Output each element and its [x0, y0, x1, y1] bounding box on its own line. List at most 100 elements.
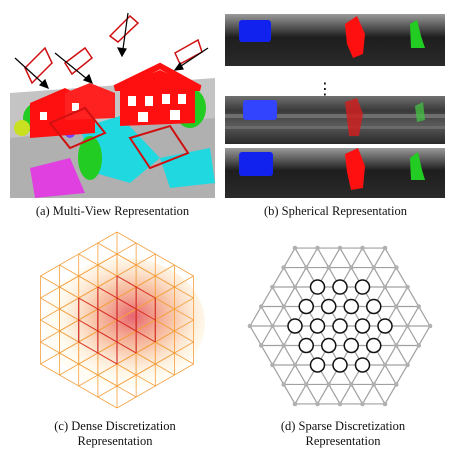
- lattice-vertex: [315, 245, 320, 251]
- lattice-edge: [384, 247, 397, 268]
- active-node: [332, 279, 348, 295]
- panel-multi-view: [10, 8, 215, 198]
- lattice-edge: [395, 325, 409, 346]
- lattice-edge: [384, 345, 397, 366]
- caption-dense-line1: (c) Dense Discretization: [54, 419, 176, 433]
- lattice-edge: [384, 364, 397, 385]
- lattice-vertex: [281, 265, 287, 270]
- voxel-grid-figure: [40, 231, 205, 409]
- caption-sparse-line2: Representation: [305, 434, 381, 448]
- range-image-strip-2: [225, 96, 445, 144]
- lattice-edge: [395, 267, 409, 288]
- lattice-edge: [406, 345, 420, 366]
- range-image-strip-1: [225, 14, 445, 66]
- lattice-edge: [271, 364, 285, 385]
- lattice-edge: [260, 286, 274, 307]
- lattice-vertex: [405, 323, 410, 329]
- lattice-edge: [283, 247, 296, 268]
- lattice-edge: [283, 286, 296, 307]
- voxel-edge: [116, 363, 194, 409]
- active-node: [298, 298, 314, 315]
- lattice-edge: [328, 247, 341, 268]
- lattice-vertex: [416, 343, 422, 348]
- lattice-vertex: [326, 265, 332, 270]
- active-node: [343, 298, 359, 315]
- ellipsis-dots: ⋮: [317, 79, 333, 98]
- lattice-edge: [339, 384, 352, 405]
- view-frustum-box: [48, 106, 107, 150]
- lattice-edge: [305, 384, 319, 405]
- lattice-edge: [260, 345, 274, 366]
- lattice-edge: [418, 306, 431, 327]
- lattice-vertex: [416, 304, 422, 309]
- lattice-vertex: [393, 343, 399, 348]
- density-heat-cloud: [45, 258, 205, 388]
- caption-spherical: (b) Spherical Representation: [263, 204, 407, 218]
- lattice-edge: [406, 325, 420, 346]
- lattice-edge: [373, 267, 386, 288]
- active-node: [287, 318, 303, 334]
- lattice-edge: [249, 306, 262, 327]
- lattice-edge: [395, 286, 409, 307]
- lattice-vertex: [315, 401, 320, 407]
- lattice-edge: [361, 384, 375, 405]
- lattice-edge: [373, 384, 386, 405]
- lattice-edge: [294, 247, 307, 268]
- lattice-edge: [361, 247, 375, 268]
- lattice-edge: [316, 247, 330, 268]
- caption-sparse-discretization: (d) Sparse Discretization Representation: [233, 419, 453, 449]
- lattice-vertex: [348, 382, 354, 387]
- active-node: [354, 279, 371, 295]
- lattice-vertex: [326, 382, 332, 387]
- lattice-vertex: [270, 323, 275, 329]
- range-image-strip-3: [225, 148, 445, 198]
- voxel-edge: [116, 275, 156, 299]
- lattice-edge: [316, 384, 330, 405]
- caption-sparse-line1: (d) Sparse Discretization: [280, 419, 406, 433]
- multi-view-figure: [10, 12, 215, 198]
- lattice-vertex: [405, 284, 410, 290]
- lattice-edge: [283, 345, 296, 366]
- active-node: [366, 298, 382, 315]
- panel-dense-discretization: [15, 228, 220, 413]
- lattice-edge: [373, 247, 386, 268]
- lattice-edge: [418, 325, 431, 346]
- lattice-edge: [271, 286, 285, 307]
- active-nodes: [287, 279, 393, 373]
- lattice-edge: [271, 345, 285, 366]
- lattice-edge: [260, 325, 274, 346]
- lattice-edge: [294, 267, 307, 288]
- voxel-edge: [78, 341, 118, 365]
- lattice-edge: [271, 306, 285, 327]
- lattice-edge: [350, 384, 364, 405]
- lattice-vertex: [270, 284, 275, 290]
- lattice-edge: [406, 306, 420, 327]
- lattice-edge: [294, 364, 307, 385]
- lattice-edge: [283, 267, 296, 288]
- lattice-vertex: [382, 362, 388, 368]
- lattice-vertex: [292, 401, 298, 407]
- voxel-edge: [59, 242, 137, 288]
- house-point-cloud: [30, 62, 202, 138]
- lattice-edge: [294, 384, 307, 405]
- voxel-edge: [97, 286, 137, 310]
- active-node: [332, 357, 348, 373]
- lattice-vertex: [393, 382, 399, 387]
- lattice-vertex: [247, 323, 253, 329]
- lattice-vertex: [371, 382, 377, 387]
- lattice-edge: [249, 325, 262, 346]
- voxel-lines: [40, 231, 194, 409]
- lattice-vertex: [337, 245, 343, 251]
- active-node: [366, 337, 382, 354]
- caption-dense-line2: Representation: [77, 434, 153, 448]
- lattice-vertex: [281, 343, 287, 348]
- caption-multi-view: (a) Multi-View Representation: [35, 204, 190, 218]
- lattice-vertex: [382, 401, 388, 407]
- lattice-vertex: [292, 284, 298, 290]
- lattice-vertex: [427, 323, 433, 329]
- lattice-vertex: [348, 265, 354, 270]
- active-node: [343, 337, 359, 354]
- sparse-lattice-figure: [247, 245, 433, 407]
- lattice-edge: [384, 286, 397, 307]
- lattice-vertex: [303, 265, 309, 270]
